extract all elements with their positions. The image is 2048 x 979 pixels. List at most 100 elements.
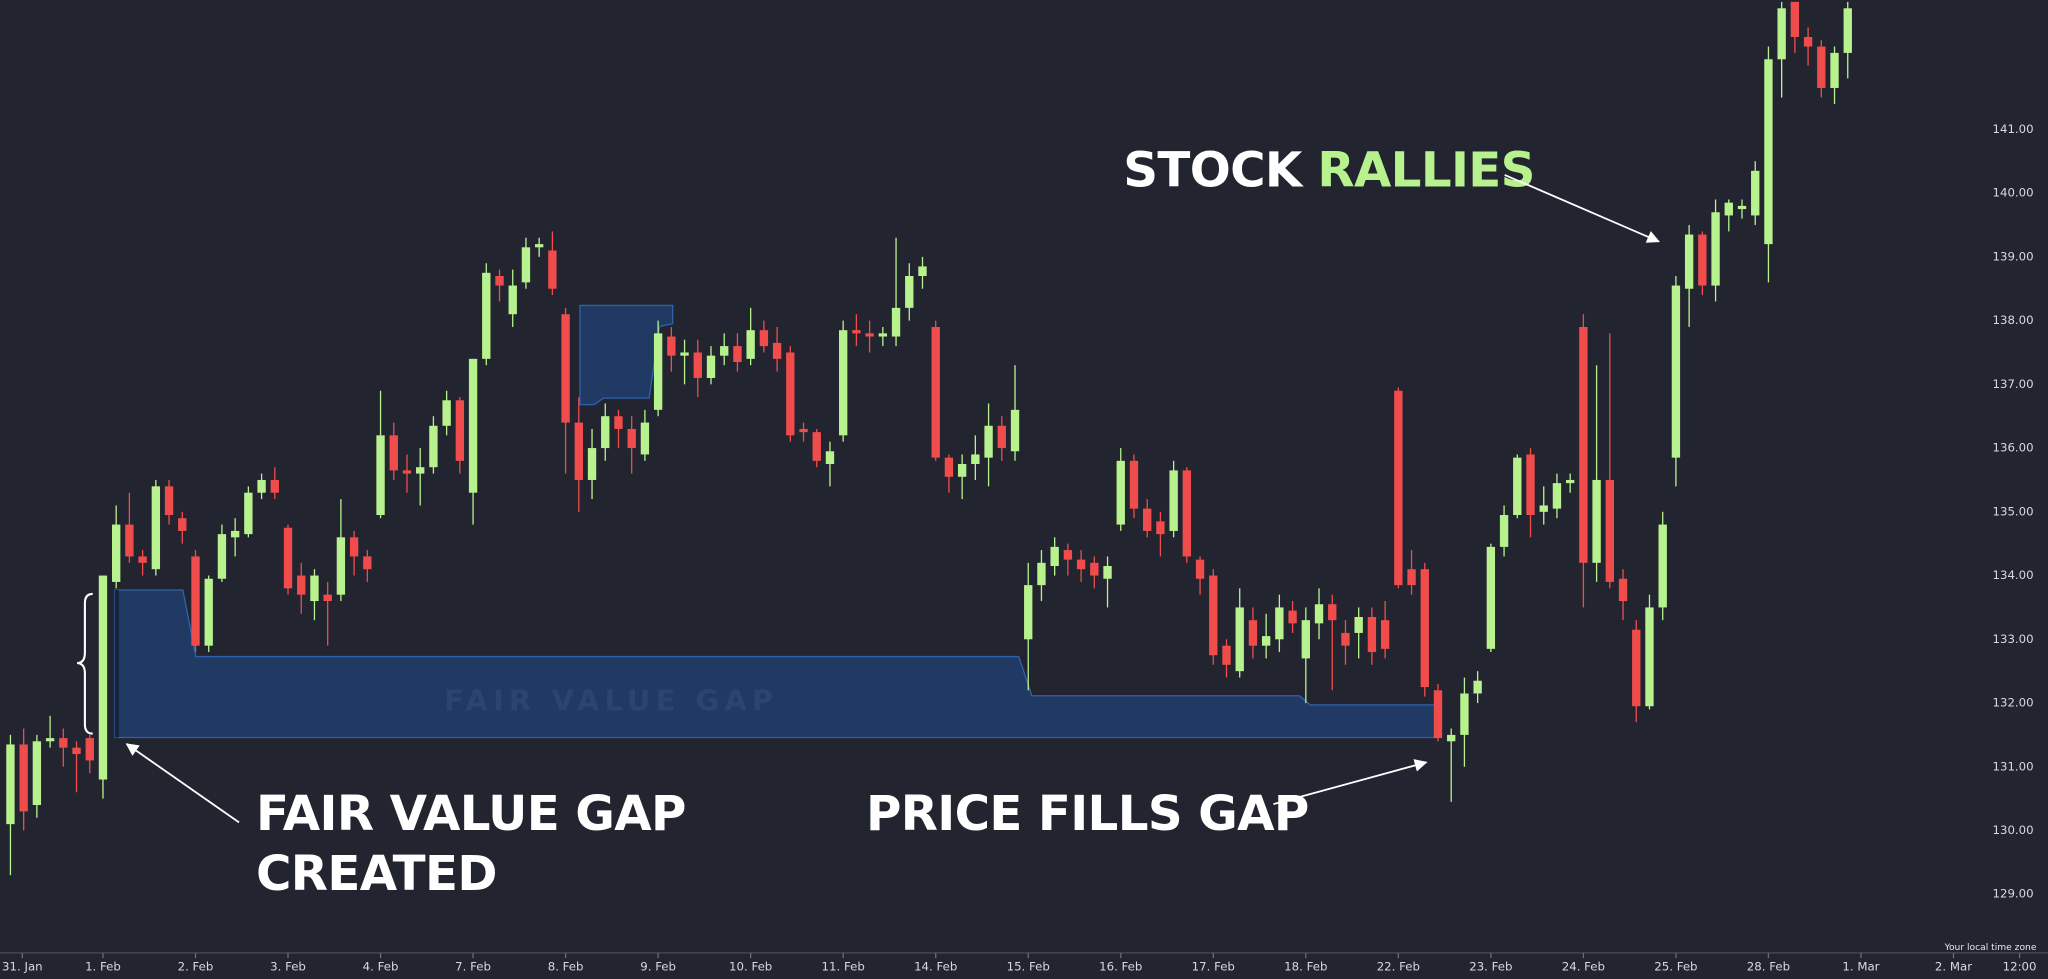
zone-label: FAIR VALUE GAP — [444, 683, 778, 717]
candle-body — [1605, 479, 1615, 582]
candle-body — [1354, 616, 1363, 633]
y-tick-label: 134.00 — [1992, 568, 2033, 582]
candle-body — [1341, 632, 1350, 646]
candle-body — [548, 250, 557, 289]
candle-body — [1711, 212, 1720, 286]
candle-body — [1473, 680, 1482, 694]
candle-body — [1552, 483, 1562, 509]
x-tick-label: 3. Feb — [270, 960, 306, 974]
candle-body — [455, 400, 465, 461]
candle-body — [1050, 546, 1059, 566]
candle-body — [1618, 578, 1628, 602]
candle-body — [1024, 585, 1033, 640]
candle-body — [1209, 575, 1218, 656]
candle-body — [1526, 454, 1535, 516]
fvg-edge — [114, 590, 119, 738]
candle-body — [349, 537, 359, 557]
fvg-annotation: FAIR VALUE GAP — [256, 786, 686, 842]
candle-body — [1314, 604, 1324, 624]
candle-body — [402, 470, 412, 474]
x-tick-label: 12:00 — [2003, 960, 2037, 974]
candle-body — [601, 416, 610, 449]
candle-body — [534, 244, 544, 248]
x-tick-label: 14. Feb — [914, 960, 957, 974]
candle-body — [482, 272, 491, 359]
candle-body — [1129, 460, 1139, 509]
candle-body — [125, 524, 134, 557]
rally-annotation: STOCK RALLIES — [1123, 143, 1534, 199]
candle-body — [786, 352, 795, 436]
annotation-word: STOCK — [1123, 143, 1304, 199]
candle-body — [1777, 8, 1786, 60]
candle-body — [1222, 645, 1231, 665]
y-tick-label: 141.00 — [1992, 122, 2033, 136]
fvg-annotation: CREATED — [256, 846, 497, 902]
candle-body — [1090, 562, 1099, 576]
candle-body — [508, 285, 517, 315]
candle-body — [363, 556, 372, 570]
candle-body — [957, 464, 967, 477]
candle-body — [72, 747, 81, 755]
candle-body — [1420, 569, 1429, 688]
x-tick-label: 1. Feb — [85, 960, 121, 974]
candle-body — [1671, 285, 1681, 458]
axes: Your local time zone 129.00 130.00 131.00 1… — [0, 122, 2048, 974]
candle-body — [614, 416, 623, 429]
candle-body — [310, 575, 319, 602]
candle-body — [746, 330, 755, 359]
x-tick-label: 1. Mar — [1842, 960, 1879, 974]
candle-body — [283, 527, 293, 589]
y-tick-label: 139.00 — [1992, 249, 2033, 263]
candle-body — [178, 518, 187, 531]
candle-body — [905, 275, 914, 308]
candle-body — [1790, 1, 1800, 37]
arrow — [1273, 759, 1428, 805]
candle-body — [1248, 620, 1258, 646]
y-tick-label: 136.00 — [1992, 441, 2033, 455]
brace — [76, 592, 93, 735]
candle-body — [1724, 202, 1733, 216]
candle-body — [32, 741, 42, 806]
candle-body — [98, 575, 108, 780]
candle-body — [997, 425, 1006, 449]
candle-body — [891, 307, 901, 337]
annotations: STOCK RALLIES FAIR VALUE GAP CREATED PRIC… — [76, 143, 1660, 902]
candle-body — [1103, 565, 1112, 579]
candle-body — [733, 346, 742, 363]
candle-body — [1632, 629, 1641, 707]
candle-body — [521, 247, 531, 283]
candle-body — [1301, 620, 1310, 659]
candle-body — [680, 352, 689, 356]
x-tick-label: 9. Feb — [640, 960, 676, 974]
x-tick-label: 7. Feb — [455, 960, 491, 974]
candle-body — [1764, 59, 1773, 245]
x-tick-label: 24. Feb — [1562, 960, 1605, 974]
candle-body — [257, 479, 266, 493]
candle-body — [1486, 546, 1496, 649]
y-tick-label: 133.00 — [1992, 632, 2033, 646]
candle-body — [1843, 8, 1852, 53]
candle-body — [1684, 234, 1694, 289]
candle-body — [59, 738, 68, 748]
candle-body — [640, 422, 650, 455]
candle-body — [1645, 607, 1654, 707]
candle-body — [852, 330, 861, 334]
candle-body — [1737, 205, 1747, 210]
candle-body — [191, 556, 200, 646]
candle-body — [1195, 559, 1205, 579]
candle-body — [574, 422, 583, 480]
candle-body — [1407, 569, 1416, 586]
candle-body — [1143, 508, 1152, 531]
y-tick-label: 135.00 — [1992, 504, 2033, 518]
candle-body — [1367, 616, 1377, 653]
candle-body — [1076, 559, 1086, 570]
x-tick-label: 2. Feb — [178, 960, 214, 974]
candle-body — [1328, 604, 1337, 621]
candle-body — [45, 738, 55, 742]
x-tick-label: 11. Feb — [822, 960, 865, 974]
candle-body — [1698, 234, 1707, 286]
candle-body — [230, 530, 240, 538]
candle-body — [416, 467, 425, 474]
candle-body — [825, 451, 835, 465]
